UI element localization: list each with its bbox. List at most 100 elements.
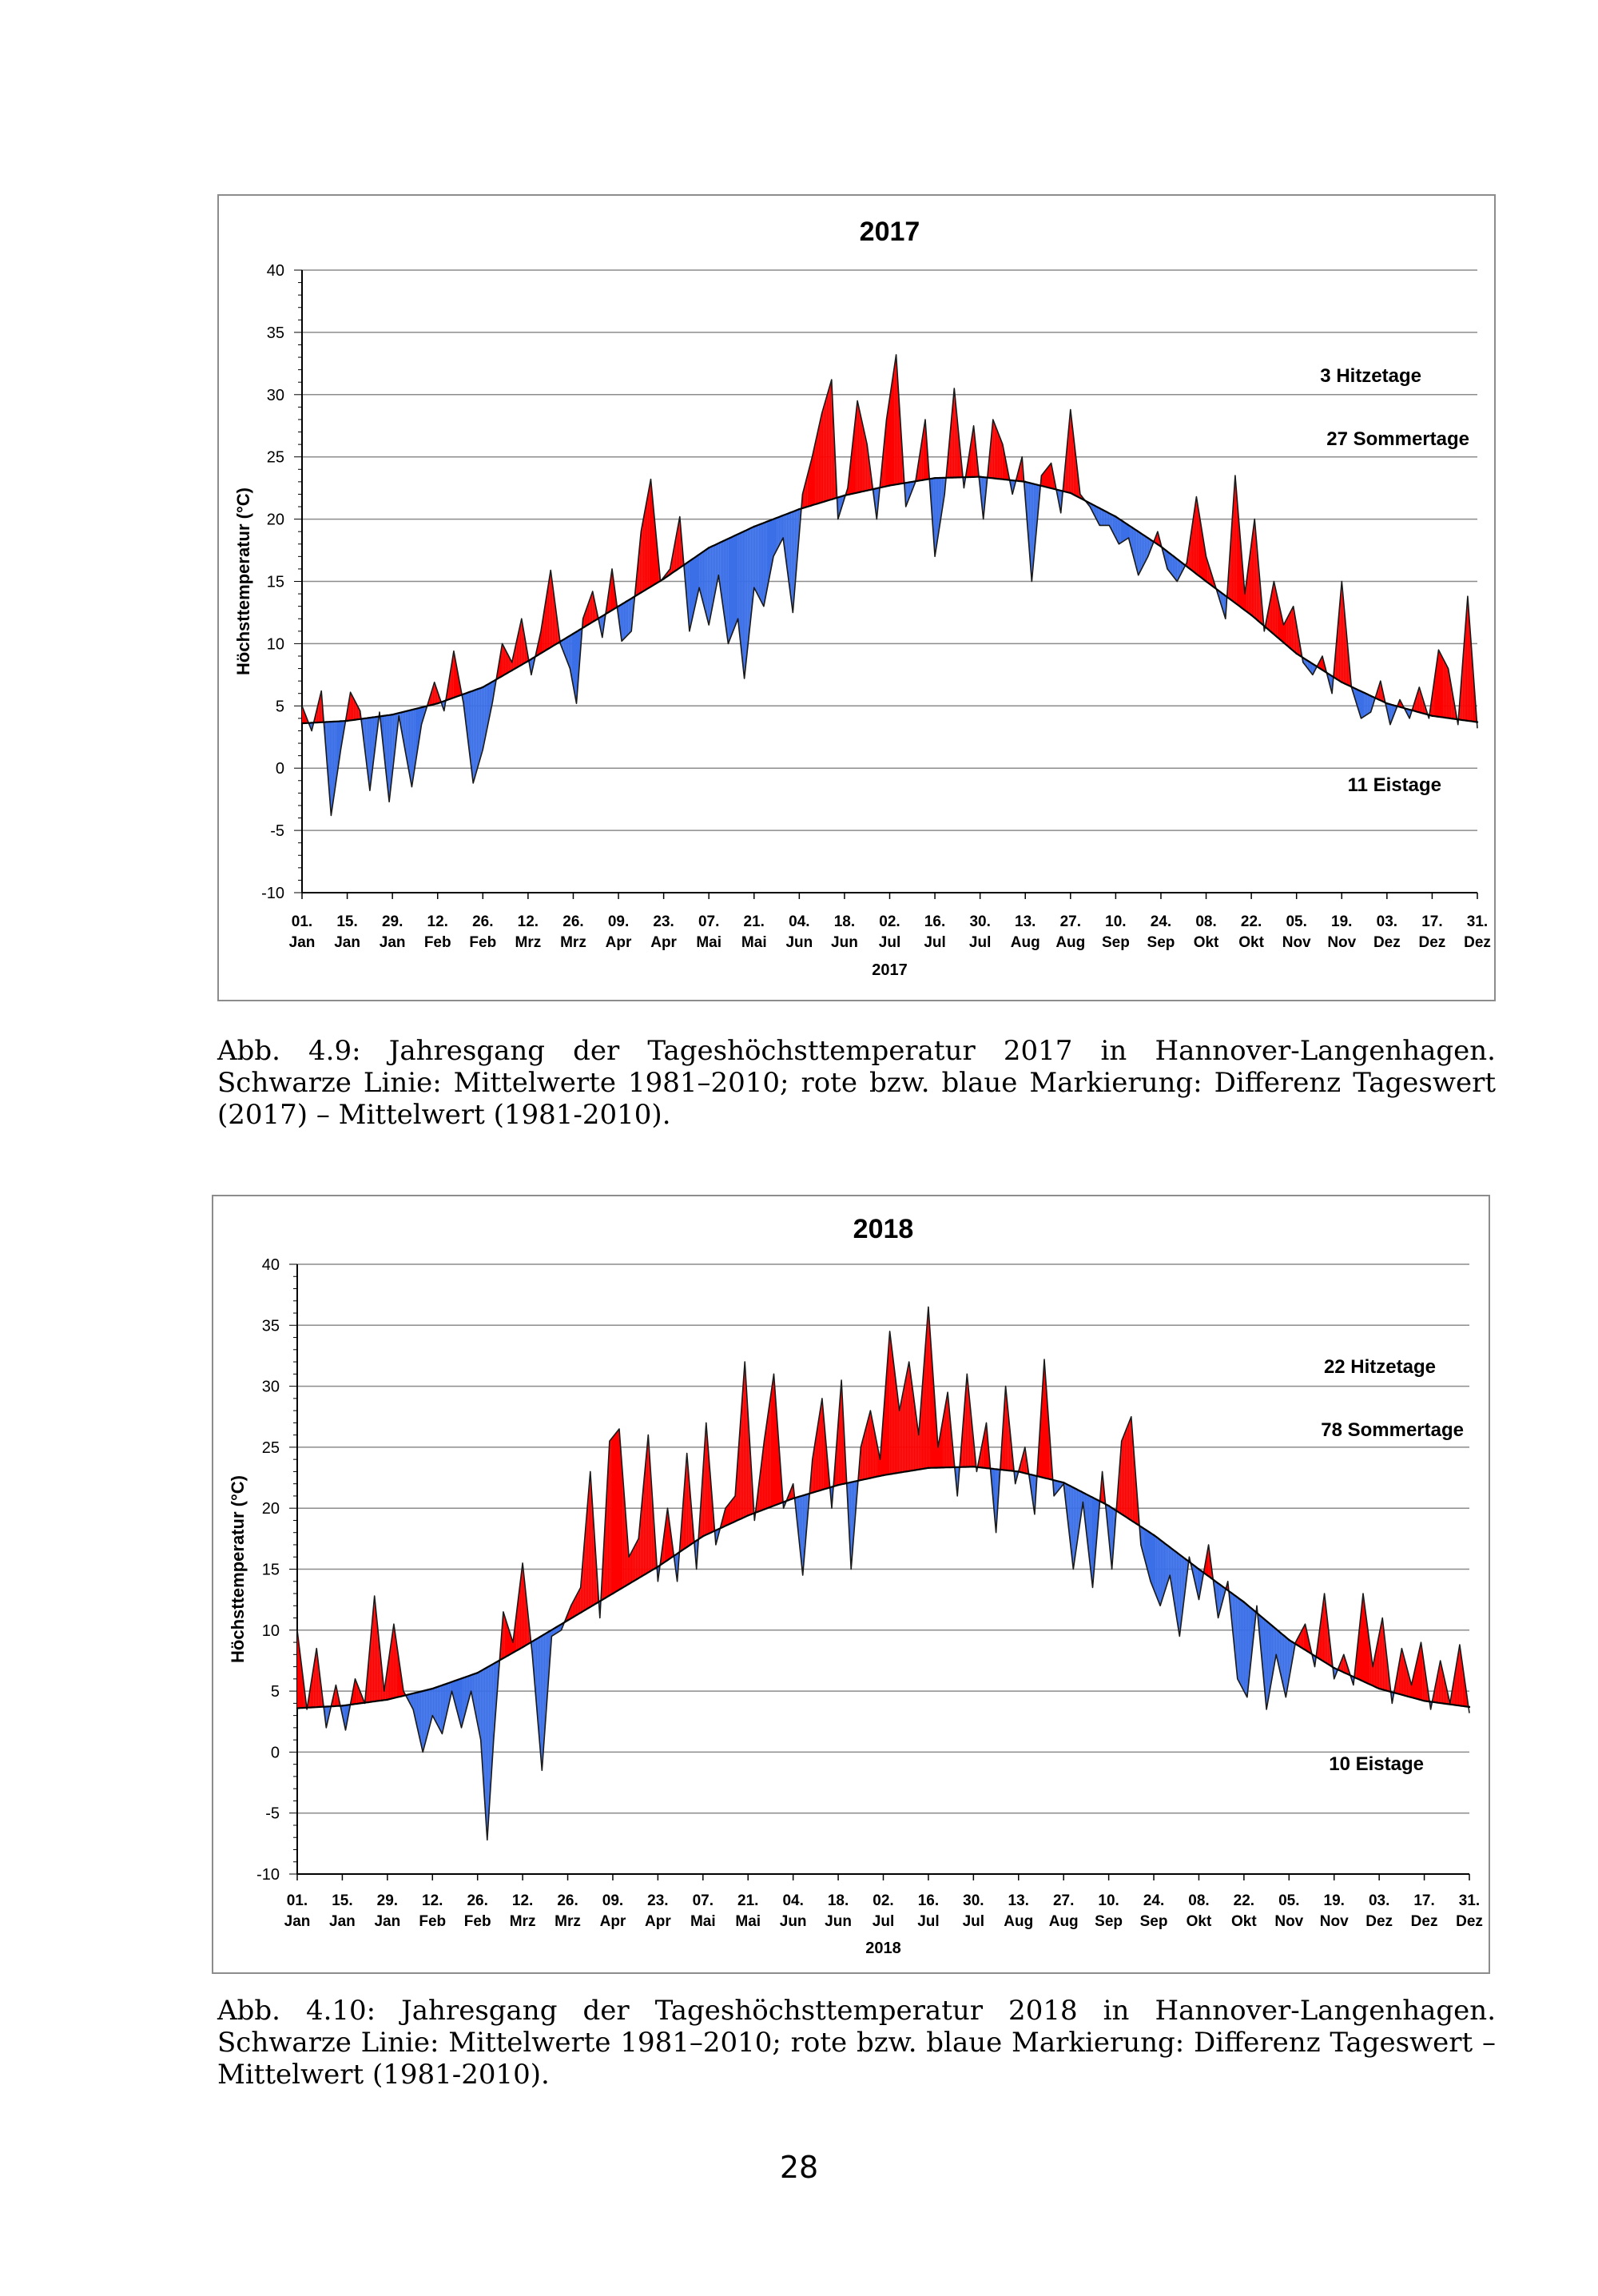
difference-band-above (388, 1646, 391, 1700)
difference-band-below (1059, 490, 1061, 513)
annotation-label: 11 Eistage (1348, 774, 1441, 796)
difference-band-below (568, 635, 570, 669)
difference-band-below (693, 558, 694, 617)
difference-band-above (1124, 1429, 1127, 1518)
difference-band-below (793, 511, 795, 613)
mean-point (1250, 614, 1253, 616)
difference-band-above (642, 514, 645, 592)
difference-band-above (767, 1407, 769, 1509)
difference-band-below (1238, 1598, 1241, 1685)
difference-band-above (302, 1669, 304, 1709)
difference-band-below (696, 555, 698, 603)
difference-band-below (753, 526, 756, 591)
difference-band-above (865, 437, 868, 491)
difference-band-above (805, 476, 808, 507)
x-tick-day-label: 19. (1331, 913, 1352, 930)
difference-band-below (1367, 694, 1369, 714)
difference-band-below (442, 1685, 444, 1734)
mean-point (617, 605, 620, 607)
difference-band-below (345, 1705, 348, 1730)
difference-band-above (1250, 543, 1252, 615)
difference-band-below (1389, 704, 1392, 725)
difference-band-below (484, 685, 487, 742)
difference-band-above (820, 1398, 822, 1490)
x-tick-day-label: 18. (834, 913, 855, 930)
mean-line (301, 476, 1478, 725)
difference-band-below (470, 691, 472, 770)
difference-band-above (448, 670, 451, 700)
difference-band-below (744, 530, 746, 678)
difference-band-above (368, 1649, 370, 1703)
difference-band-above (1401, 1648, 1404, 1696)
difference-band-below (1095, 1498, 1098, 1550)
difference-band-above (372, 1596, 375, 1702)
difference-band-above (590, 591, 593, 623)
difference-band-above (1283, 622, 1286, 644)
difference-band-above (316, 704, 319, 723)
difference-band-below (1242, 1601, 1244, 1692)
difference-band-below (388, 714, 390, 802)
difference-band-above (1019, 463, 1021, 482)
difference-band-below (1179, 560, 1181, 579)
difference-band-above (1459, 1645, 1461, 1706)
x-tick-month-label: Apr (650, 934, 677, 951)
mean-point (482, 686, 484, 689)
difference-band-below (1278, 1630, 1280, 1669)
mean-point (927, 1466, 930, 1470)
difference-band-above (1457, 1645, 1460, 1706)
difference-band-above (451, 651, 454, 698)
difference-band-below (706, 548, 708, 619)
difference-band-below (1091, 503, 1094, 513)
difference-band-above (854, 415, 857, 494)
difference-band-above (867, 1416, 869, 1479)
difference-band-above (773, 1374, 776, 1506)
difference-band-below (1174, 556, 1176, 579)
difference-band-below (1112, 515, 1115, 535)
difference-band-below (475, 1673, 478, 1724)
difference-band-below (1279, 1631, 1282, 1676)
difference-band-below (1369, 694, 1371, 714)
difference-band-below (788, 512, 790, 588)
difference-band-above (923, 420, 925, 480)
difference-band-below (723, 540, 725, 621)
difference-band-above (815, 1429, 817, 1492)
y-axis-label: Höchsttemperatur (°C) (228, 1475, 248, 1663)
x-tick-day-label: 02. (879, 913, 900, 930)
mean-point (1385, 702, 1389, 705)
difference-band-below (481, 686, 483, 755)
difference-band-below (1055, 1480, 1058, 1494)
x-tick-month-label: Nov (1282, 934, 1311, 951)
difference-band-above (829, 380, 832, 500)
difference-band-below (1107, 512, 1110, 526)
x-tick-month-label: Okt (1187, 1913, 1212, 1930)
x-tick-day-label: 18. (828, 1892, 849, 1909)
x-tick-day-label: 13. (1015, 913, 1036, 930)
difference-band-below (543, 1633, 546, 1749)
difference-band-below (1032, 483, 1034, 582)
difference-band-above (896, 1384, 898, 1474)
difference-band-below (704, 550, 706, 613)
x-tick-day-label: 12. (427, 913, 448, 930)
difference-band-above (1233, 476, 1235, 603)
difference-band-below (1115, 516, 1118, 541)
difference-band-above (521, 1562, 523, 1649)
x-tick-month-label: Jun (780, 1913, 807, 1930)
mean-point (391, 714, 394, 716)
difference-band-below (726, 539, 729, 644)
difference-band-above (962, 1415, 964, 1467)
difference-band-above (507, 1622, 508, 1657)
difference-band-below (1408, 709, 1410, 718)
difference-band-above (918, 1413, 920, 1470)
difference-band-above (1363, 1594, 1365, 1682)
difference-band-above (941, 1419, 944, 1468)
difference-band-below (1157, 1537, 1159, 1602)
mean-point (431, 1687, 434, 1690)
difference-band-above (546, 590, 548, 651)
difference-band-below (487, 1666, 489, 1840)
y-tick-label: 25 (262, 1439, 280, 1457)
difference-band-above (902, 1386, 904, 1473)
difference-band-below (1024, 477, 1026, 499)
difference-band-below (1178, 1553, 1180, 1637)
y-tick-label: 35 (267, 324, 284, 342)
difference-band-above (589, 595, 591, 624)
